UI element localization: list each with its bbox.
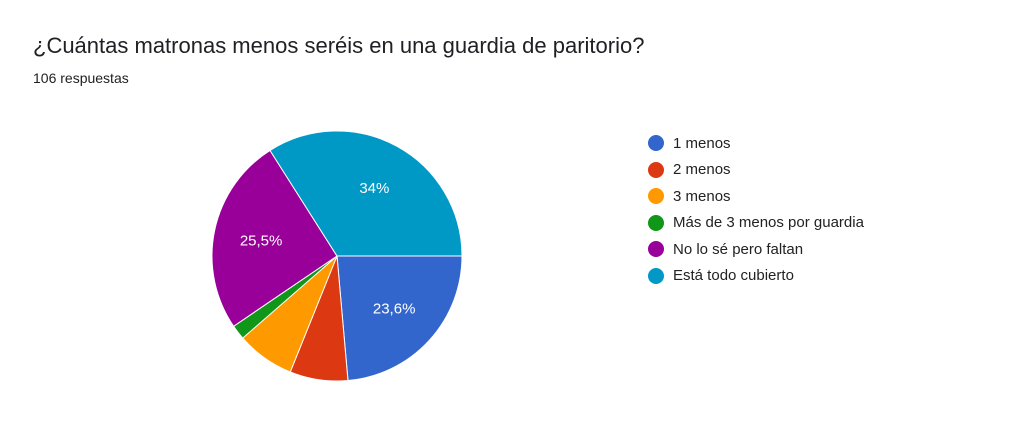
legend-swatch bbox=[648, 267, 664, 284]
pie-slice-5[interactable] bbox=[211, 149, 338, 327]
legend-label: Más de 3 menos por guardia bbox=[673, 214, 864, 232]
response-count: 106 respuestas bbox=[33, 70, 129, 86]
legend-item-1[interactable]: 1 menos bbox=[648, 130, 864, 157]
legend-swatch bbox=[648, 241, 664, 258]
legend-swatch bbox=[648, 161, 664, 178]
slice-label-1: 23,6% bbox=[373, 300, 416, 317]
legend-item-4[interactable]: Más de 3 menos por guardia bbox=[648, 210, 864, 237]
legend-item-6[interactable]: Está todo cubierto bbox=[648, 263, 864, 290]
legend-label: 3 menos bbox=[673, 187, 731, 205]
legend-label: Está todo cubierto bbox=[673, 267, 794, 285]
legend-label: 2 menos bbox=[673, 161, 731, 179]
legend-swatch bbox=[648, 214, 664, 231]
slice-label-6: 34% bbox=[359, 180, 389, 197]
legend-swatch bbox=[648, 135, 664, 152]
question-title: ¿Cuántas matronas menos seréis en una gu… bbox=[33, 33, 645, 58]
legend-label: No lo sé pero faltan bbox=[673, 240, 804, 258]
legend-label: 1 menos bbox=[673, 134, 731, 152]
legend-item-5[interactable]: No lo sé pero faltan bbox=[648, 236, 864, 263]
slice-label-5: 25,5% bbox=[240, 232, 283, 249]
legend-item-2[interactable]: 2 menos bbox=[648, 157, 864, 184]
legend-swatch bbox=[648, 188, 664, 205]
pie-slice-6[interactable] bbox=[269, 130, 463, 257]
pie-slice-1[interactable] bbox=[336, 255, 463, 382]
chart-legend: 1 menos 2 menos 3 menos Más de 3 menos por … bbox=[648, 130, 864, 289]
legend-item-3[interactable]: 3 menos bbox=[648, 183, 864, 210]
